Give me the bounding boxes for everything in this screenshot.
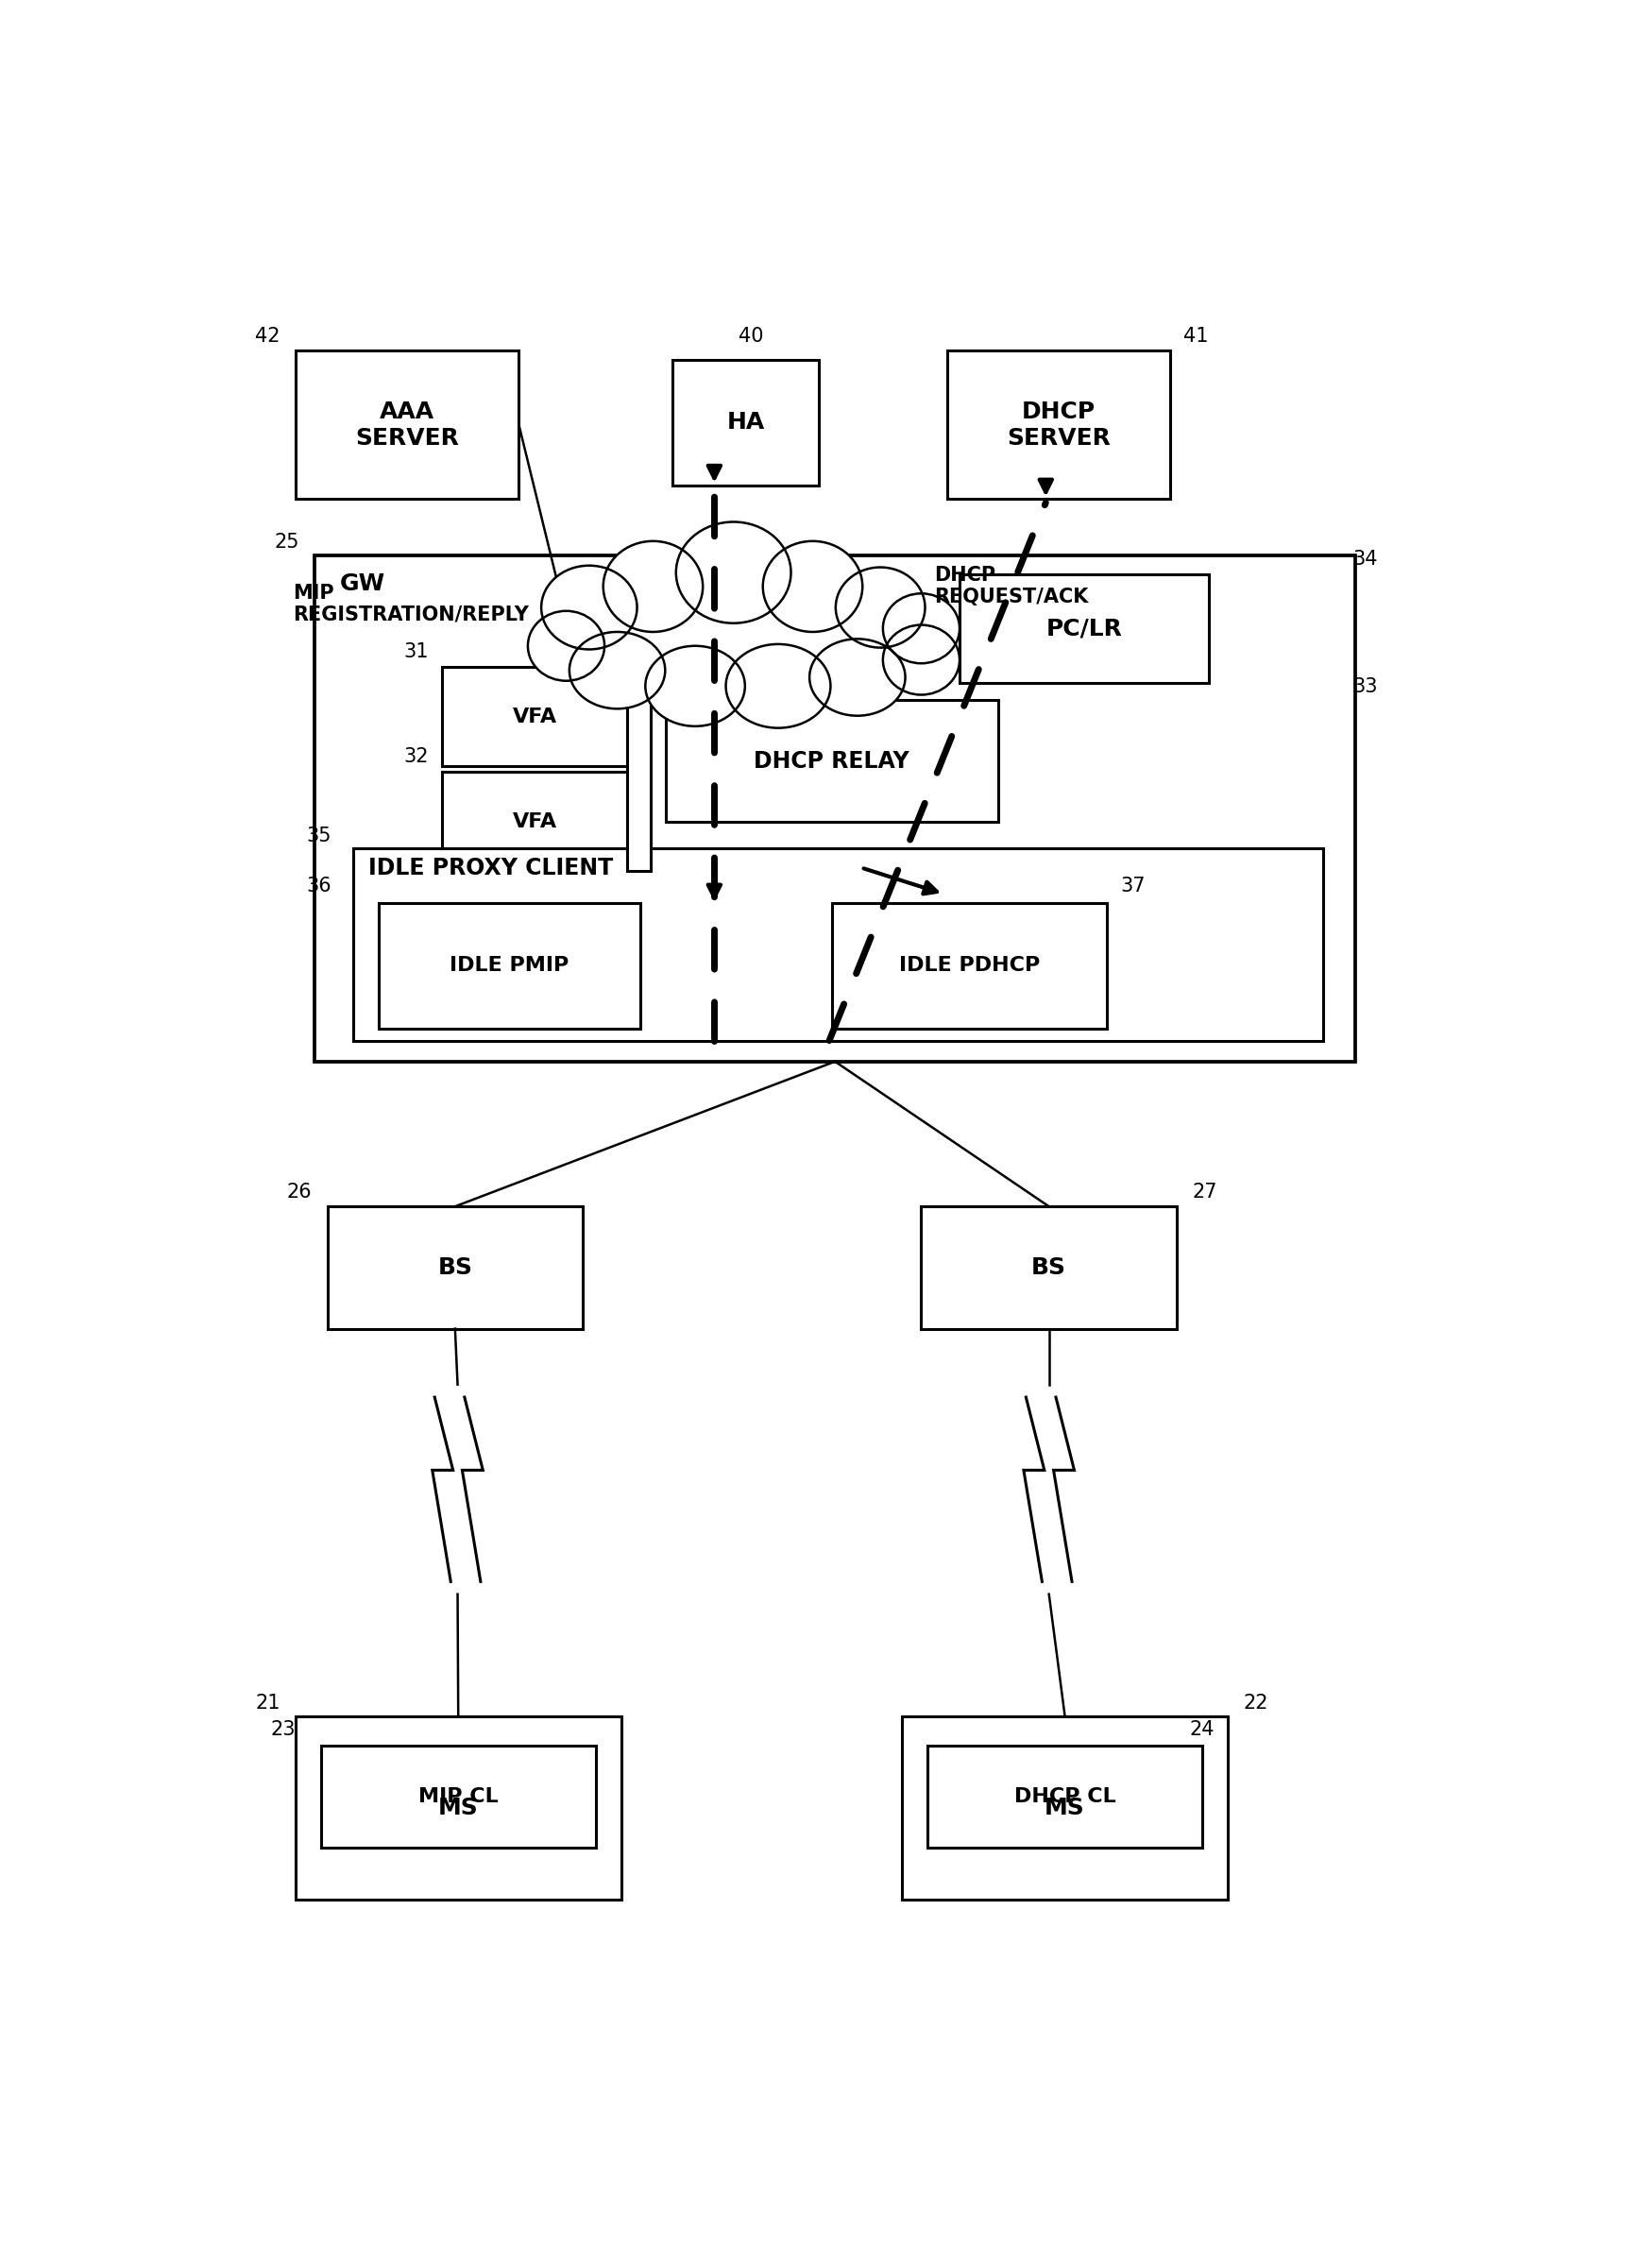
Ellipse shape <box>569 633 666 708</box>
Text: VFA: VFA <box>513 708 557 726</box>
Text: DHCP
REQUEST/ACK: DHCP REQUEST/ACK <box>934 567 1088 608</box>
Bar <box>946 352 1170 499</box>
Text: IDLE PDHCP: IDLE PDHCP <box>898 957 1040 975</box>
Ellipse shape <box>527 610 605 680</box>
Text: 36: 36 <box>307 878 331 896</box>
Text: 37: 37 <box>1121 878 1145 896</box>
Text: 27: 27 <box>1192 1182 1216 1202</box>
Text: PC/LR: PC/LR <box>1046 617 1122 640</box>
Text: MS: MS <box>438 1796 478 1819</box>
Text: VFA: VFA <box>513 812 557 830</box>
Text: 33: 33 <box>1353 678 1378 696</box>
Bar <box>672 358 819 485</box>
Text: HA: HA <box>727 411 765 433</box>
Text: 24: 24 <box>1190 1719 1215 1740</box>
Text: BS: BS <box>1032 1256 1066 1279</box>
Text: 34: 34 <box>1353 551 1378 569</box>
Text: DHCP
SERVER: DHCP SERVER <box>1007 401 1111 449</box>
Text: DHCP RELAY: DHCP RELAY <box>755 751 910 773</box>
Bar <box>832 903 1106 1027</box>
Ellipse shape <box>809 640 905 717</box>
Text: GW: GW <box>339 572 386 594</box>
Text: 23: 23 <box>270 1719 295 1740</box>
Bar <box>442 771 628 871</box>
Text: MIP CL: MIP CL <box>419 1787 498 1805</box>
Text: DHCP CL: DHCP CL <box>1014 1787 1116 1805</box>
Ellipse shape <box>603 542 702 633</box>
Text: BS: BS <box>438 1256 473 1279</box>
Text: 40: 40 <box>738 327 765 345</box>
Text: 22: 22 <box>1243 1694 1267 1712</box>
Text: AAA
SERVER: AAA SERVER <box>356 401 460 449</box>
Bar <box>901 1717 1228 1901</box>
Text: 32: 32 <box>404 748 428 767</box>
Bar <box>321 1746 595 1848</box>
Bar <box>379 903 639 1027</box>
Text: 26: 26 <box>287 1182 311 1202</box>
Ellipse shape <box>836 567 925 649</box>
Ellipse shape <box>725 644 831 728</box>
Bar <box>921 1207 1177 1329</box>
Bar <box>928 1746 1201 1848</box>
Ellipse shape <box>676 522 791 624</box>
Text: IDLE PMIP: IDLE PMIP <box>450 957 569 975</box>
Text: MS: MS <box>1045 1796 1084 1819</box>
Text: IDLE PROXY CLIENT: IDLE PROXY CLIENT <box>368 857 613 880</box>
Text: 25: 25 <box>274 533 300 551</box>
Bar <box>628 667 651 871</box>
Bar <box>353 848 1323 1041</box>
Ellipse shape <box>763 542 862 633</box>
Ellipse shape <box>883 626 959 694</box>
Bar <box>959 574 1208 683</box>
Ellipse shape <box>883 594 959 662</box>
Bar <box>666 701 999 823</box>
Text: 31: 31 <box>404 642 428 662</box>
Text: 42: 42 <box>255 327 280 345</box>
Text: 41: 41 <box>1183 327 1208 345</box>
Bar <box>442 667 628 767</box>
Bar <box>295 1717 621 1901</box>
Bar <box>315 556 1355 1061</box>
Text: 21: 21 <box>255 1694 280 1712</box>
Bar <box>328 1207 583 1329</box>
Text: MIP
REGISTRATION/REPLY: MIP REGISTRATION/REPLY <box>293 583 529 624</box>
Ellipse shape <box>554 565 918 685</box>
Bar <box>295 352 519 499</box>
Text: 35: 35 <box>307 826 331 846</box>
Ellipse shape <box>646 646 745 726</box>
Ellipse shape <box>541 565 638 649</box>
